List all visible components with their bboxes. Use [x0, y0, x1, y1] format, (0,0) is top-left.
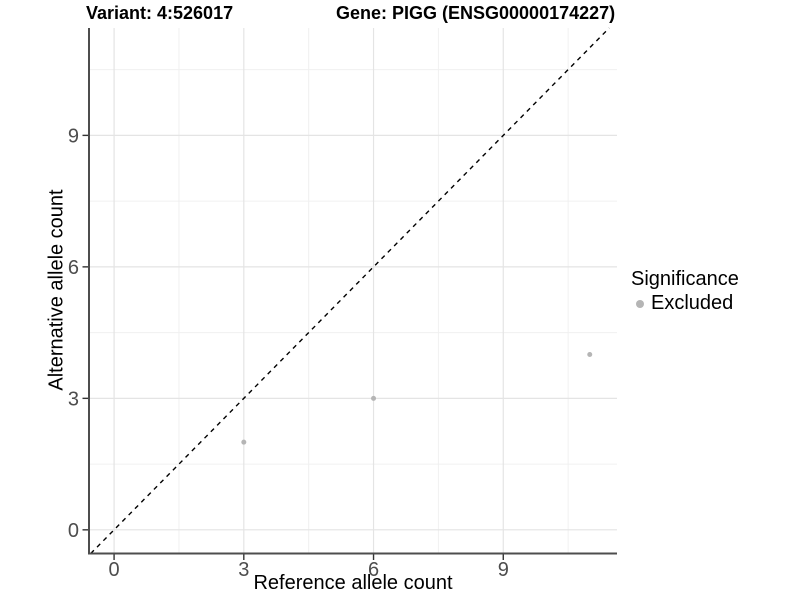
x-tick-label: 9: [498, 559, 509, 581]
y-tick-label: 9: [68, 125, 79, 147]
legend: Significance Excluded: [631, 268, 739, 315]
data-point: [241, 439, 247, 445]
x-tick-label: 0: [109, 559, 120, 581]
legend-item-label: Excluded: [651, 292, 734, 314]
x-axis-label: Reference allele count: [253, 572, 453, 594]
x-tick-label: 6: [368, 559, 379, 581]
data-point: [371, 395, 377, 401]
identity-dashed-line: [90, 27, 610, 554]
y-tick-label: 0: [68, 520, 79, 542]
y-axis-label: Alternative allele count: [45, 189, 68, 391]
title-variant: Variant: 4:526017: [86, 3, 234, 23]
legend-title: Significance: [631, 268, 739, 290]
excluded-point-icon: [636, 299, 644, 308]
legend-item-excluded: Excluded: [631, 292, 739, 315]
data-point: [587, 352, 593, 358]
y-tick-label: 6: [68, 257, 79, 279]
x-tick-label: 3: [238, 559, 249, 581]
y-tick-label: 3: [68, 388, 79, 410]
title-gene: Gene: PIGG (ENSG00000174227): [336, 3, 616, 23]
